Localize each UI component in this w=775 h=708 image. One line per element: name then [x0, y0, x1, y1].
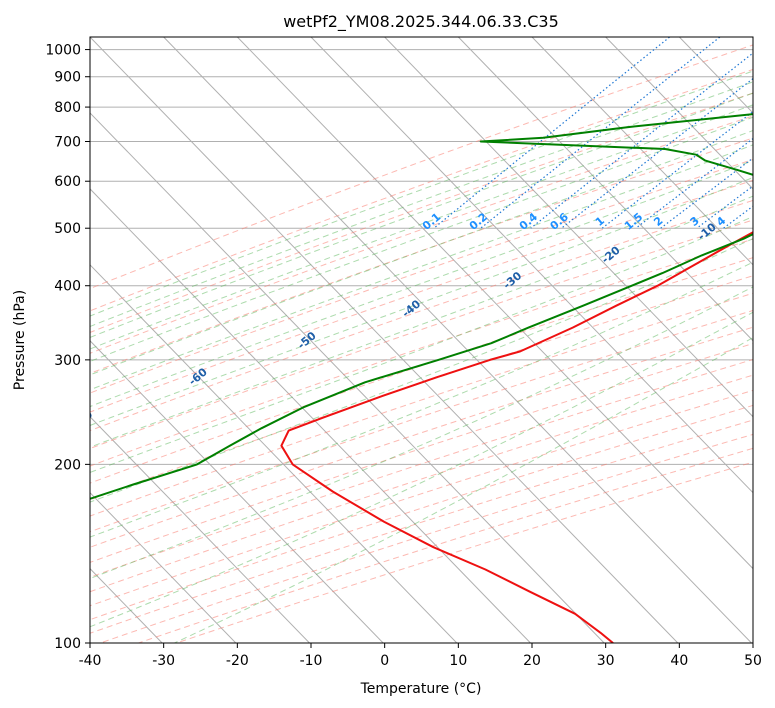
isotherm-line: [90, 340, 384, 643]
y-tick-label: 500: [54, 221, 81, 237]
mixing-ratio-label: 2: [651, 214, 665, 229]
y-tick-label: 600: [54, 174, 81, 190]
isotherm-line: [163, 37, 752, 643]
moist-adiabat-line: [90, 286, 753, 580]
x-tick-label: -10: [300, 653, 323, 669]
series-layer: [90, 113, 753, 643]
mixing-ratio-line: [530, 52, 753, 229]
moist-adiabat-line: [90, 159, 753, 408]
mixing-ratio-line: [660, 157, 753, 229]
isotherm-line: [605, 37, 753, 190]
moist-adiabat-line: [90, 92, 753, 338]
x-tick-label: -40: [79, 653, 102, 669]
moist-adiabat-line: [90, 104, 753, 350]
moist-adiabat-line: [90, 129, 753, 376]
moist-adiabat-line: [90, 238, 753, 503]
moist-adiabat-line: [90, 116, 753, 362]
y-tick-label: 800: [54, 100, 81, 116]
dry-adiabat-line: [90, 68, 753, 312]
isotherm-line: [90, 112, 605, 643]
x-tick-label: 50: [744, 653, 762, 669]
dry-adiabat-line: [98, 433, 753, 643]
dry-adiabat-line: [90, 44, 753, 290]
plot-frame: [89, 36, 754, 644]
dry-adiabat-line: [90, 419, 753, 634]
y-tick-label: 900: [54, 70, 81, 86]
dry-adiabat-line: [90, 199, 753, 432]
y-tick-label: 100: [54, 636, 81, 652]
chart-title: wetPf2_YM08.2025.344.06.33.C35: [283, 12, 559, 32]
dry-adiabat-line: [90, 292, 753, 517]
dry-adiabat-line: [90, 92, 753, 333]
isotherm-line: [457, 37, 753, 342]
x-tick-label: 30: [597, 653, 615, 669]
mixing-ratio-line: [696, 185, 753, 229]
dry-adiabat-line: [90, 309, 753, 533]
moist-adiabat-line: [174, 337, 753, 643]
moist-adiabat-line: [90, 144, 753, 391]
isotherm-line: [752, 37, 753, 38]
x-tick-label: 10: [449, 653, 467, 669]
grid-layer: [90, 35, 775, 643]
dry-adiabat-line: [90, 358, 753, 578]
y-tick-label: 700: [54, 134, 81, 150]
moist-adiabat-line: [90, 261, 753, 538]
dry-adiabat-line: [90, 389, 753, 607]
isotherm-line: [90, 416, 310, 643]
isotherm-line: [531, 37, 753, 266]
y-axis: 100 200 300 400 500 600 700 800 900 1000: [45, 43, 90, 652]
isotherm-line: [90, 188, 531, 643]
moist-adiabat-line: [90, 70, 753, 317]
mixing-ratio-label: 0.4: [517, 210, 541, 233]
dry-adiabat-line: [90, 238, 753, 467]
moist-adiabat-line: [90, 195, 753, 448]
mixing-ratio-line: [433, 37, 671, 229]
x-tick-label: 40: [670, 653, 688, 669]
dry-adiabat-label: -20: [599, 243, 623, 266]
dewpoint-profile-line: [90, 113, 753, 500]
dry-adiabat-line: [136, 447, 753, 643]
isotherm-line: [384, 37, 753, 418]
x-axis: -40 -30 -20 -10 0 10 20 30 40 50: [79, 643, 762, 669]
y-tick-label: 300: [54, 353, 81, 369]
moist-adiabat-line: [90, 176, 753, 426]
x-axis-title: Temperature (°C): [360, 681, 482, 697]
dry-adiabat-line: [90, 219, 753, 450]
x-tick-label: 20: [523, 653, 541, 669]
x-tick-label: 0: [380, 653, 389, 669]
mixing-ratio-label: 6: [753, 214, 767, 229]
moist-adiabat-line: [90, 311, 753, 628]
dry-adiabat-line: [175, 461, 753, 643]
dry-adiabat-line: [90, 404, 753, 621]
x-tick-label: -20: [226, 653, 249, 669]
mixing-ratio-line: [561, 77, 753, 229]
dry-adiabat-line: [90, 374, 753, 593]
temperature-profile-line: [280, 231, 753, 643]
y-tick-label: 400: [54, 279, 81, 295]
y-tick-label: 200: [54, 457, 81, 473]
moist-adiabat-line: [90, 81, 753, 328]
isotherm-line: [90, 491, 237, 643]
y-axis-title: Pressure (hPa): [12, 290, 28, 390]
moist-adiabat-line: [90, 215, 753, 474]
dry-adiabat-label: -70: [72, 407, 96, 430]
isotherm-line: [90, 37, 679, 643]
isotherm-line: [236, 37, 753, 570]
x-tick-label: -30: [152, 653, 175, 669]
mixing-ratio-label: 1.5: [622, 210, 645, 232]
isotherm-line: [90, 264, 458, 643]
y-tick-label: 1000: [45, 43, 81, 59]
mixing-ratio-line: [762, 35, 775, 229]
